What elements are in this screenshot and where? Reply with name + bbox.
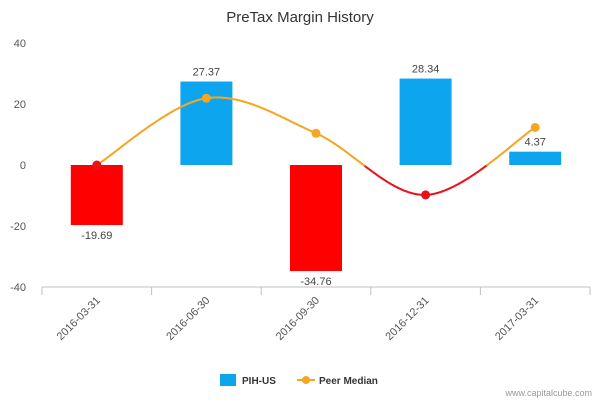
- bar: [400, 79, 452, 165]
- data-label: 28.34: [412, 64, 440, 76]
- peer-median-point: [531, 123, 540, 132]
- x-tick-label: 2016-03-31: [55, 295, 103, 343]
- bar: [71, 165, 123, 225]
- x-tick-label: 2016-06-30: [164, 295, 212, 343]
- watermark: www.capitalcube.com: [504, 388, 592, 398]
- y-tick-label: 40: [14, 38, 26, 50]
- legend: PIH-US Peer Median: [220, 374, 378, 387]
- peer-median-point: [312, 129, 321, 138]
- data-label: 27.37: [193, 67, 221, 79]
- x-tick-label: 2017-03-31: [493, 295, 541, 343]
- legend-label-pih: PIH-US: [242, 376, 276, 387]
- legend-swatch-pih: [220, 374, 236, 386]
- legend-label-peer: Peer Median: [319, 376, 378, 387]
- peer-median-point: [421, 190, 430, 199]
- y-tick-label: 20: [14, 99, 26, 111]
- peer-median-point: [92, 161, 101, 170]
- peer-median-point: [202, 94, 211, 103]
- data-label: -34.76: [300, 276, 331, 288]
- y-tick-label: -40: [10, 282, 26, 294]
- y-tick-label: 0: [20, 160, 26, 172]
- y-tick-label: -20: [10, 221, 26, 233]
- data-label: 4.37: [524, 137, 545, 149]
- legend-marker-peer: [302, 376, 310, 384]
- x-tick-label: 2016-09-30: [274, 295, 322, 343]
- x-tick-label: 2016-12-31: [383, 295, 431, 343]
- chart-title: PreTax Margin History: [226, 9, 374, 26]
- bar: [509, 152, 561, 165]
- bar: [290, 165, 342, 271]
- data-label: -19.69: [81, 230, 112, 242]
- bars: [71, 79, 561, 271]
